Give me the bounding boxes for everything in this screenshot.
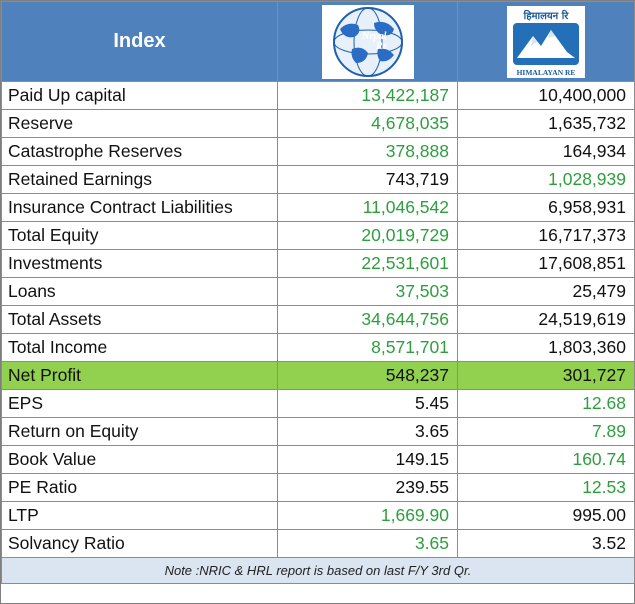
himalayan-re-value: 25,479 <box>457 277 635 306</box>
header-row: Index Nepal Re <box>1 1 635 82</box>
row-label: Total Assets <box>1 305 278 334</box>
nepal-re-value: 743,719 <box>277 165 458 194</box>
himalayan-re-value: 10,400,000 <box>457 81 635 110</box>
footnote: Note :NRIC & HRL report is based on last… <box>1 557 635 584</box>
svg-text:हिमालयन रि: हिमालयन रि <box>523 9 570 22</box>
table-row: Investments 22,531,601 17,608,851 <box>1 249 635 278</box>
svg-text:Re: Re <box>375 41 388 52</box>
himalayan-re-value: 995.00 <box>457 501 635 530</box>
table-row: Return on Equity 3.65 7.89 <box>1 417 635 446</box>
himalayan-re-logo: हिमालयन रि HIMALAYAN RE <box>507 5 585 78</box>
nepal-re-value: 548,237 <box>277 361 458 390</box>
himalayan-re-value: 17,608,851 <box>457 249 635 278</box>
himalayan-re-value: 1,803,360 <box>457 333 635 362</box>
row-label: Investments <box>1 249 278 278</box>
row-label: Total Equity <box>1 221 278 250</box>
svg-text:HIMALAYAN RE: HIMALAYAN RE <box>517 68 576 77</box>
nepal-re-value: 20,019,729 <box>277 221 458 250</box>
himalayan-re-value: 12.68 <box>457 389 635 418</box>
row-label: Loans <box>1 277 278 306</box>
row-label: PE Ratio <box>1 473 278 502</box>
row-label: Retained Earnings <box>1 165 278 194</box>
nepal-re-value: 34,644,756 <box>277 305 458 334</box>
nepal-re-logo-cell: Nepal Re <box>277 1 458 82</box>
himalayan-re-value: 24,519,619 <box>457 305 635 334</box>
himalayan-re-value: 6,958,931 <box>457 193 635 222</box>
himalayan-re-logo-cell: हिमालयन रि HIMALAYAN RE <box>457 1 635 82</box>
index-header: Index <box>1 1 278 82</box>
nepal-re-value: 22,531,601 <box>277 249 458 278</box>
note-row: Note :NRIC & HRL report is based on last… <box>1 557 635 584</box>
row-label: Net Profit <box>1 361 278 390</box>
table-row: Loans 37,503 25,479 <box>1 277 635 306</box>
table-row: Net Profit 548,237 301,727 <box>1 361 635 390</box>
table-row: Paid Up capital 13,422,187 10,400,000 <box>1 81 635 110</box>
nepal-re-value: 37,503 <box>277 277 458 306</box>
table-row: Total Equity 20,019,729 16,717,373 <box>1 221 635 250</box>
table-row: Catastrophe Reserves 378,888 164,934 <box>1 137 635 166</box>
table-row: Solvancy Ratio 3.65 3.52 <box>1 529 635 558</box>
row-label: Return on Equity <box>1 417 278 446</box>
row-label: Solvancy Ratio <box>1 529 278 558</box>
nepal-re-value: 8,571,701 <box>277 333 458 362</box>
himalayan-re-value: 160.74 <box>457 445 635 474</box>
table-row: Total Assets 34,644,756 24,519,619 <box>1 305 635 334</box>
himalayan-re-value: 7.89 <box>457 417 635 446</box>
himalayan-re-value: 16,717,373 <box>457 221 635 250</box>
nepal-re-value: 13,422,187 <box>277 81 458 110</box>
table-row: Insurance Contract Liabilities 11,046,542… <box>1 193 635 222</box>
table-row: LTP 1,669.90 995.00 <box>1 501 635 530</box>
nepal-re-value: 3.65 <box>277 417 458 446</box>
nepal-re-value: 378,888 <box>277 137 458 166</box>
row-label: Book Value <box>1 445 278 474</box>
table-row: Reserve 4,678,035 1,635,732 <box>1 109 635 138</box>
himalayan-re-value: 301,727 <box>457 361 635 390</box>
nepal-re-value: 5.45 <box>277 389 458 418</box>
nepal-re-value: 149.15 <box>277 445 458 474</box>
nepal-re-logo: Nepal Re <box>321 4 414 79</box>
svg-text:Nepal: Nepal <box>361 31 387 42</box>
nepal-re-value: 3.65 <box>277 529 458 558</box>
row-label: EPS <box>1 389 278 418</box>
himalayan-re-value: 1,635,732 <box>457 109 635 138</box>
table-row: Book Value 149.15 160.74 <box>1 445 635 474</box>
table-row: Retained Earnings 743,719 1,028,939 <box>1 165 635 194</box>
row-label: Insurance Contract Liabilities <box>1 193 278 222</box>
nepal-re-value: 1,669.90 <box>277 501 458 530</box>
table-row: PE Ratio 239.55 12.53 <box>1 473 635 502</box>
nepal-re-value: 239.55 <box>277 473 458 502</box>
row-label: LTP <box>1 501 278 530</box>
table-row: EPS 5.45 12.68 <box>1 389 635 418</box>
table-row: Total Income 8,571,701 1,803,360 <box>1 333 635 362</box>
nepal-re-value: 4,678,035 <box>277 109 458 138</box>
himalayan-re-value: 12.53 <box>457 473 635 502</box>
row-label: Total Income <box>1 333 278 362</box>
row-label: Reserve <box>1 109 278 138</box>
row-label: Paid Up capital <box>1 81 278 110</box>
himalayan-re-value: 164,934 <box>457 137 635 166</box>
table-body: Paid Up capital 13,422,187 10,400,000 Reser… <box>1 81 635 558</box>
comparison-table: Index Nepal Re <box>1 1 635 584</box>
himalayan-re-value: 1,028,939 <box>457 165 635 194</box>
himalayan-re-value: 3.52 <box>457 529 635 558</box>
row-label: Catastrophe Reserves <box>1 137 278 166</box>
nepal-re-value: 11,046,542 <box>277 193 458 222</box>
